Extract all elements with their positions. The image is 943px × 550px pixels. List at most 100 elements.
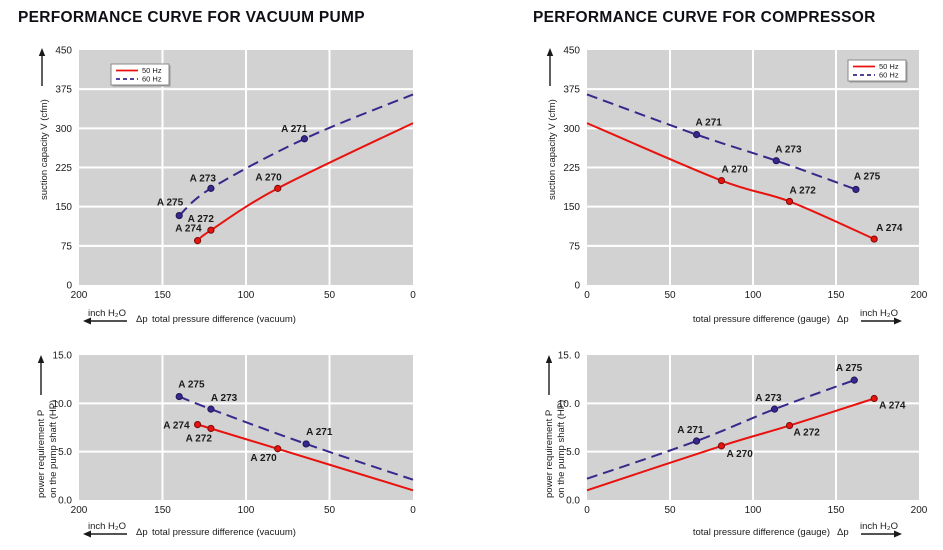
legend-item-label: 60 Hz bbox=[142, 75, 162, 84]
x-tick-label: 150 bbox=[828, 290, 845, 301]
y-axis-title: power requirement P bbox=[36, 410, 47, 498]
y-axis-title-group: power requirement P bbox=[544, 410, 555, 498]
point-label: A 275 bbox=[836, 363, 863, 374]
point-label: A 274 bbox=[876, 223, 903, 234]
y-tick-label: 15. 0 bbox=[558, 351, 581, 362]
y-axis-title: suction capacity V (cfm) bbox=[39, 99, 50, 200]
y-axis-title-group: suction capacity V (cfm) bbox=[547, 99, 558, 200]
data-point bbox=[850, 376, 858, 384]
x-tick-label: 200 bbox=[71, 290, 88, 301]
y-tick-label: 0.0 bbox=[566, 496, 580, 507]
series-curve-60hz bbox=[178, 395, 414, 481]
y-tick-label: 0 bbox=[66, 281, 72, 292]
series-curve-60hz bbox=[586, 93, 857, 191]
x-tick-label: 150 bbox=[828, 505, 845, 516]
x-tick-label: 100 bbox=[745, 505, 762, 516]
y-tick-label: 150 bbox=[55, 202, 72, 213]
y-axis-title-group: on the pump shaft (HP) bbox=[556, 400, 567, 498]
y-tick-label: 150 bbox=[563, 202, 580, 213]
data-point bbox=[274, 184, 282, 192]
x-tick-label: 50 bbox=[664, 505, 676, 516]
point-label: A 272 bbox=[186, 433, 213, 444]
point-label: A 272 bbox=[188, 214, 215, 225]
vacuum-pump-title: PERFORMANCE CURVE FOR VACUUM PUMP bbox=[18, 9, 365, 26]
data-point bbox=[692, 131, 701, 139]
y-tick-label: 0.0 bbox=[58, 496, 72, 507]
y-axis-title: on the pump shaft (HP) bbox=[556, 400, 567, 498]
series-curve-60hz bbox=[178, 93, 414, 217]
x-axis-unit: inch H₂O bbox=[860, 521, 898, 532]
data-point bbox=[785, 197, 794, 206]
y-tick-label: 225 bbox=[563, 163, 580, 174]
point-label: A 273 bbox=[211, 393, 238, 404]
point-label: A 271 bbox=[696, 118, 723, 129]
data-point bbox=[852, 185, 860, 194]
point-label: A 275 bbox=[178, 380, 205, 391]
x-tick-label: 50 bbox=[324, 505, 336, 516]
point-label: A 270 bbox=[721, 165, 748, 176]
x-axis-title: total pressure difference (gauge) bbox=[693, 314, 830, 325]
data-point bbox=[274, 445, 282, 453]
point-label: A 271 bbox=[677, 425, 704, 436]
y-tick-label: 375 bbox=[55, 85, 72, 96]
x-tick-label: 150 bbox=[154, 505, 171, 516]
point-label: A 271 bbox=[306, 427, 333, 438]
point-label: A 270 bbox=[255, 172, 282, 183]
compressor-power-chart: 15. 0 10. 0 5.0 0.0 0 50 100 150 200 power requir… bbox=[544, 351, 928, 539]
data-point bbox=[193, 421, 202, 429]
right-arrowhead-icon bbox=[894, 317, 902, 325]
x-tick-label: 200 bbox=[71, 505, 88, 516]
y-axis-arrowhead-icon bbox=[545, 355, 553, 363]
data-point bbox=[207, 424, 215, 433]
point-label: A 271 bbox=[281, 124, 308, 135]
series-curve-50hz bbox=[197, 423, 414, 492]
y-tick-label: 75 bbox=[61, 241, 73, 252]
point-label: A 270 bbox=[726, 449, 753, 460]
point-label: A 273 bbox=[190, 173, 217, 184]
data-point bbox=[175, 211, 183, 220]
x-tick-label: 100 bbox=[238, 290, 255, 301]
data-point bbox=[207, 184, 215, 192]
legend-item-label: 50 Hz bbox=[142, 66, 162, 75]
y-axis-title-group: power requirement P bbox=[36, 410, 47, 498]
x-axis-unit: inch H₂O bbox=[88, 521, 126, 532]
data-point bbox=[207, 226, 215, 234]
data-point bbox=[175, 392, 183, 401]
x-tick-label: 0 bbox=[410, 505, 416, 516]
compressor-title: PERFORMANCE CURVE FOR COMPRESSOR bbox=[533, 9, 876, 26]
data-point bbox=[870, 394, 878, 403]
point-label: A 270 bbox=[250, 453, 277, 464]
point-label: A 274 bbox=[879, 401, 906, 412]
x-axis-title: total pressure difference (vacuum) bbox=[152, 527, 296, 538]
legend-item-label: 60 Hz bbox=[879, 71, 899, 80]
series-curve-50hz bbox=[586, 122, 875, 240]
x-tick-label: 50 bbox=[324, 290, 336, 301]
point-label: A 273 bbox=[755, 393, 782, 404]
y-tick-label: 15.0 bbox=[53, 351, 73, 362]
data-point bbox=[717, 442, 726, 450]
delta-p-label: Δp bbox=[136, 314, 148, 325]
point-label: A 272 bbox=[794, 428, 821, 439]
y-axis-title: suction capacity V (cfm) bbox=[547, 99, 558, 200]
y-tick-label: 10.0 bbox=[53, 399, 73, 410]
data-point bbox=[692, 437, 701, 445]
delta-p-label: Δp bbox=[136, 527, 148, 538]
y-tick-label: 5.0 bbox=[58, 447, 72, 458]
point-label: A 274 bbox=[175, 224, 202, 235]
point-label: A 273 bbox=[775, 145, 802, 156]
series-curve-60hz bbox=[586, 379, 855, 480]
delta-p-label: Δp bbox=[837, 314, 849, 325]
data-point bbox=[207, 405, 215, 413]
delta-p-label: Δp bbox=[837, 527, 849, 538]
data-point bbox=[785, 421, 794, 430]
point-label: A 275 bbox=[157, 198, 184, 209]
point-label: A 275 bbox=[854, 171, 881, 182]
y-axis-title: on the pump shaft (HP) bbox=[48, 400, 59, 498]
data-point bbox=[302, 440, 310, 448]
x-axis-unit: inch H₂O bbox=[860, 308, 898, 319]
x-axis-title: total pressure difference (gauge) bbox=[693, 527, 830, 538]
data-point bbox=[717, 176, 726, 185]
x-tick-label: 100 bbox=[238, 505, 255, 516]
